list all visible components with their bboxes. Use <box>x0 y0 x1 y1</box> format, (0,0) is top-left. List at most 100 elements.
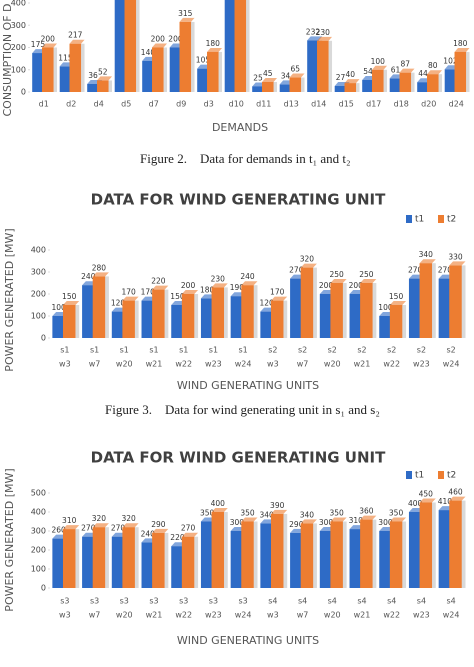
chart-title: DATA FOR WIND GENERATING UNIT <box>91 449 386 467</box>
value-label: 140 <box>141 48 156 57</box>
value-label: 150 <box>170 292 185 301</box>
x-tick-label: s2 <box>387 346 396 355</box>
bar-top <box>317 36 333 41</box>
x-tick-label: s3 <box>149 597 158 606</box>
value-label: 320 <box>121 514 136 523</box>
y-tick-label: 200 <box>31 546 46 555</box>
x-tick-label: d5 <box>121 100 131 109</box>
bar-top <box>419 259 436 264</box>
x-tick-label: s4 <box>447 597 456 606</box>
bar-top <box>62 301 80 305</box>
x-tick-label: s3 <box>90 597 99 606</box>
x-tick-label: s3 <box>179 597 188 606</box>
bar-side <box>432 263 436 338</box>
bar-side <box>164 289 169 338</box>
bar-top <box>241 517 258 522</box>
bar <box>260 523 273 588</box>
value-label: 180 <box>453 39 468 48</box>
x-tick-label: w24 <box>443 611 460 620</box>
x-tick-label: w20 <box>116 360 133 369</box>
x-tick-label: s2 <box>298 346 307 355</box>
value-label: 340 <box>259 510 274 519</box>
bar <box>179 21 192 93</box>
y-tick-label: 100 <box>31 565 46 574</box>
bar <box>270 513 284 588</box>
value-label: 240 <box>81 272 96 281</box>
bar <box>289 77 302 92</box>
x-tick-label: d9 <box>176 100 186 109</box>
y-tick-label: 300 <box>11 21 26 30</box>
bar <box>241 521 254 588</box>
y-axis-label: POWER GENERATED [MW] <box>3 228 16 371</box>
bar <box>270 300 284 338</box>
bar-side <box>461 265 466 338</box>
bar <box>319 294 333 338</box>
bar <box>334 85 347 92</box>
bar-top <box>449 496 466 501</box>
bar-side <box>402 305 407 338</box>
value-label: 350 <box>389 509 404 518</box>
value-label: 230 <box>211 274 226 283</box>
value-label: 300 <box>230 518 245 527</box>
bar-top <box>207 47 223 52</box>
bar-top <box>152 43 168 48</box>
value-label: 87 <box>401 60 411 69</box>
bar-top <box>62 525 80 530</box>
bar-side <box>105 276 109 338</box>
value-label: 330 <box>448 252 463 261</box>
x-tick-label: w24 <box>235 611 252 620</box>
bar-side <box>81 43 85 92</box>
caption-label: Figure 2. <box>140 151 187 166</box>
value-label: 150 <box>62 292 77 301</box>
bar <box>349 529 362 588</box>
x-tick-label: s1 <box>179 346 188 355</box>
bar-top <box>241 281 258 286</box>
x-tick-label: w21 <box>354 611 371 620</box>
bar <box>197 68 209 92</box>
bar <box>122 527 135 588</box>
x-tick-label: w21 <box>146 360 163 369</box>
value-label: 400 <box>211 499 226 508</box>
bar <box>171 546 184 588</box>
bar <box>42 47 54 92</box>
value-label: 25 <box>253 73 263 82</box>
bar-top <box>360 515 377 520</box>
x-tick-label: s3 <box>60 597 69 606</box>
bar-side <box>191 21 195 93</box>
bar-side <box>461 500 466 588</box>
bar <box>200 521 214 588</box>
x-axis-label: WIND GENERATING UNITS <box>177 379 319 392</box>
x-tick-label: w20 <box>324 611 341 620</box>
bar-side <box>466 51 470 92</box>
bar <box>92 276 106 338</box>
bar <box>360 519 373 588</box>
legend-swatch <box>438 471 444 479</box>
bar <box>408 278 422 338</box>
value-label: 390 <box>270 501 285 510</box>
y-tick-label: 300 <box>31 527 46 536</box>
value-label: 290 <box>289 520 304 529</box>
value-label: 350 <box>200 509 215 518</box>
bar-side <box>313 523 317 588</box>
bar-side <box>372 283 377 338</box>
value-label: 250 <box>359 270 374 279</box>
bar <box>408 512 422 588</box>
value-label: 250 <box>329 270 344 279</box>
bar <box>52 316 65 338</box>
x-tick-label: d17 <box>366 100 381 109</box>
bar-side <box>253 285 258 338</box>
bar <box>62 529 76 588</box>
x-tick-label: w22 <box>383 611 400 620</box>
y-tick-label: 0 <box>41 584 46 593</box>
bar-top <box>181 290 199 294</box>
bar <box>300 267 314 338</box>
bar-side <box>163 47 168 92</box>
bar <box>97 80 109 92</box>
x-tick-label: d2 <box>66 100 76 109</box>
bar <box>252 86 264 92</box>
y-tick-label: 0 <box>21 88 26 97</box>
bar-side <box>283 300 288 338</box>
bar <box>122 300 135 338</box>
value-label: 270 <box>181 524 196 533</box>
bar <box>262 81 274 92</box>
